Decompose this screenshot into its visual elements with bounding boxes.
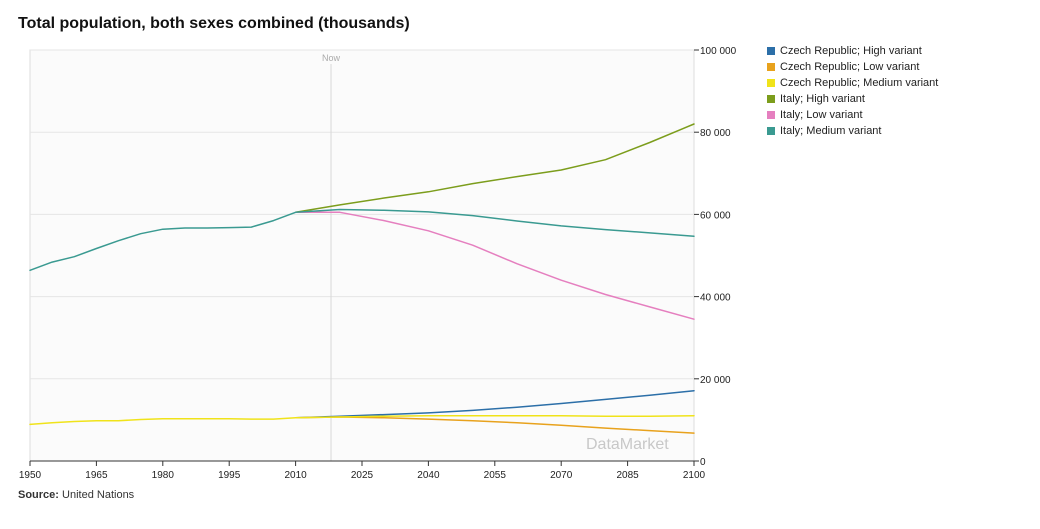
series-line: [294, 416, 695, 434]
series-line: [294, 123, 695, 214]
series-line: [29, 208, 695, 272]
x-tick-label: 1950: [19, 470, 42, 481]
series-line: [29, 415, 695, 426]
legend-item[interactable]: Italy; High variant: [767, 93, 942, 105]
watermark-text: DataMarket: [586, 436, 669, 453]
y-tick-label: 60 000: [700, 210, 731, 221]
legend-swatch: [767, 111, 775, 119]
legend-label: Czech Republic; High variant: [780, 45, 922, 57]
source-value: United Nations: [62, 489, 135, 501]
x-tick-label: 2010: [284, 470, 307, 481]
legend-label: Italy; High variant: [780, 93, 865, 105]
x-tick-label: 1965: [85, 470, 108, 481]
x-tick-label: 1995: [218, 470, 241, 481]
plot-background: [29, 49, 695, 462]
series-lines: [29, 123, 695, 434]
x-tick-label: 2055: [484, 470, 507, 481]
now-marker: Now: [322, 53, 341, 461]
chart-title: Total population, both sexes combined (t…: [18, 15, 410, 32]
x-tick-label: 1980: [152, 470, 175, 481]
legend-swatch: [767, 95, 775, 103]
legend-item[interactable]: Czech Republic; Low variant: [767, 61, 942, 73]
source-note: Source: United Nations: [18, 489, 134, 501]
legend-swatch: [767, 79, 775, 87]
legend: Czech Republic; High variant Czech Republ…: [767, 45, 942, 141]
y-tick-label: 100 000: [700, 46, 737, 57]
legend-label: Czech Republic; Low variant: [780, 61, 920, 73]
x-tick-label: 2085: [616, 470, 639, 481]
y-tick-label: 40 000: [700, 293, 731, 304]
series-line: [294, 389, 695, 419]
legend-item[interactable]: Czech Republic; Medium variant: [767, 77, 942, 89]
x-tick-label: 2040: [417, 470, 440, 481]
x-tick-label: 2070: [550, 470, 573, 481]
y-tick-label: 80 000: [700, 128, 731, 139]
y-tick-label: 20 000: [700, 375, 731, 386]
legend-item[interactable]: Italy; Medium variant: [767, 125, 942, 137]
x-tick-label: 2025: [351, 470, 374, 481]
legend-item[interactable]: Italy; Low variant: [767, 109, 942, 121]
x-tick-label: 2100: [683, 470, 706, 481]
now-label: Now: [322, 53, 341, 63]
legend-label: Italy; Medium variant: [780, 125, 882, 137]
legend-swatch: [767, 47, 775, 55]
grid-lines: [30, 49, 694, 380]
source-label: Source:: [18, 489, 59, 501]
legend-swatch: [767, 127, 775, 135]
y-axis: 0 20 000 40 000 60 000 80 000 100 000: [694, 46, 737, 468]
series-line: [294, 211, 695, 320]
legend-label: Czech Republic; Medium variant: [780, 77, 939, 89]
x-axis: 1950 1965 1980 1995 2010 2025 2040 2055 2070 2085…: [19, 461, 706, 481]
legend-swatch: [767, 63, 775, 71]
legend-item[interactable]: Czech Republic; High variant: [767, 45, 942, 57]
y-tick-label: 0: [700, 457, 706, 468]
legend-label: Italy; Low variant: [780, 109, 863, 121]
